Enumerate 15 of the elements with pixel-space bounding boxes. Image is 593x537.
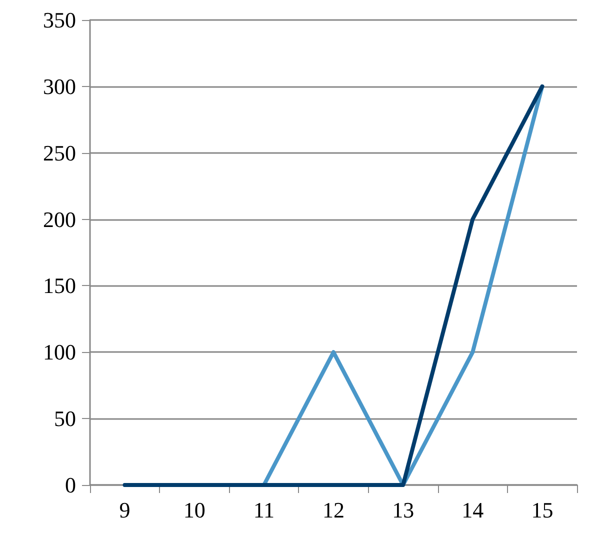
- x-tick-label: 15: [531, 498, 554, 522]
- x-tick-label: 10: [183, 498, 206, 522]
- y-tick-label: 0: [65, 472, 76, 498]
- x-tick-label: 9: [119, 498, 130, 522]
- x-tick-label: 12: [322, 498, 344, 522]
- x-tick-label: 14: [462, 498, 484, 522]
- x-tick-label: 11: [253, 498, 275, 522]
- y-tick-label: 150: [43, 273, 76, 298]
- y-tick-label: 100: [43, 340, 76, 365]
- y-tick-label: 200: [43, 206, 76, 232]
- y-tick-label: 300: [43, 74, 76, 99]
- y-tick-label: 350: [43, 8, 76, 32]
- y-tick-label: 250: [43, 140, 76, 166]
- x-tick-label: 13: [392, 498, 414, 522]
- y-tick-label: 50: [54, 406, 76, 432]
